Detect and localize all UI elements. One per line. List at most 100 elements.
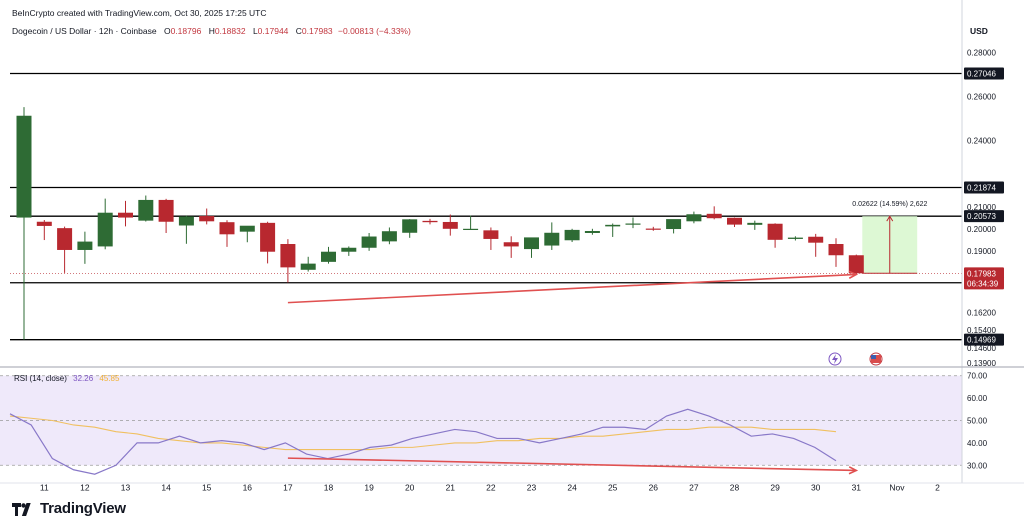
price-tick-label: 0.20000 (967, 225, 996, 234)
candle[interactable] (381, 227, 397, 245)
candle-body (767, 223, 783, 240)
candle[interactable] (666, 219, 682, 234)
low-value: 0.17944 (257, 26, 289, 36)
currency-label[interactable]: USD (970, 26, 988, 36)
us-flag-icon[interactable] (869, 352, 883, 366)
candle[interactable] (645, 226, 661, 231)
candle[interactable] (524, 237, 539, 258)
candle-body (625, 223, 641, 225)
candle-body (483, 230, 499, 239)
candle[interactable] (16, 107, 32, 340)
time-tick-label: 13 (121, 482, 131, 492)
candle-body (442, 221, 458, 229)
candle-body (219, 222, 235, 235)
rsi-pane[interactable] (0, 375, 962, 475)
level-price-label: 0.20573 (967, 212, 996, 221)
open-value: 0.18796 (170, 26, 202, 36)
high-label: H (208, 26, 215, 36)
candle-body (706, 213, 722, 219)
candle[interactable] (808, 233, 824, 257)
rsi-trendline[interactable] (287, 457, 857, 472)
candle[interactable] (463, 215, 479, 231)
candle[interactable] (178, 215, 194, 244)
candle-body (118, 212, 133, 218)
tradingview-logo[interactable]: TradingView (12, 500, 126, 517)
level-price-tag[interactable] (964, 210, 1004, 223)
candle[interactable] (706, 206, 722, 220)
candle-body (158, 199, 174, 222)
price-tick-label: 0.14600 (967, 344, 996, 353)
time-tick-label: 15 (202, 482, 212, 492)
time-tick-label: 30 (811, 482, 821, 492)
level-price-tag[interactable] (964, 181, 1004, 194)
tradingview-logo-text: TradingView (40, 500, 126, 517)
us-flag-icon-canton (871, 355, 876, 359)
price-pane[interactable]: 0.02622 (14.59%) 2,622 (10, 72, 962, 366)
candle[interactable] (828, 238, 844, 267)
candle[interactable] (767, 223, 783, 248)
candle[interactable] (97, 198, 113, 250)
axes: 0.28000 0.26000 0.24000 0.21000 0.20000 0.190… (0, 0, 1024, 492)
candle[interactable] (361, 232, 377, 251)
level-price-tag[interactable] (964, 333, 1004, 346)
candle[interactable] (57, 226, 73, 273)
candle-body (422, 220, 438, 223)
candle[interactable] (727, 217, 742, 228)
event-flash-icon[interactable] (828, 352, 842, 366)
last-price-tag[interactable] (964, 267, 1004, 290)
price-trendline-head (848, 270, 859, 279)
candle[interactable] (503, 236, 519, 258)
candle[interactable] (300, 256, 316, 272)
candle-body (747, 222, 763, 225)
candle-body (808, 236, 824, 243)
candle[interactable] (483, 227, 499, 250)
rsi-ma-line[interactable] (9, 415, 837, 451)
candle[interactable] (321, 246, 336, 264)
candle[interactable] (402, 219, 418, 238)
candle-body (280, 244, 296, 268)
close-label: C (295, 26, 302, 36)
candle[interactable] (77, 231, 93, 264)
candle[interactable] (219, 220, 235, 247)
close-value: 0.17983 (301, 26, 333, 36)
candle[interactable] (625, 217, 641, 229)
time-tick-label: Nov (889, 482, 905, 492)
candle[interactable] (36, 219, 52, 241)
candle[interactable] (605, 223, 621, 237)
rsi-value: 32.26 (73, 374, 94, 383)
candle[interactable] (442, 214, 458, 236)
candle[interactable] (422, 218, 438, 225)
time-tick-label: 20 (405, 482, 415, 492)
candle[interactable] (280, 239, 296, 283)
candle-body (199, 216, 215, 222)
candle-body (16, 115, 32, 218)
price-trendline[interactable] (287, 273, 857, 304)
candle[interactable] (584, 228, 600, 235)
candle-body (57, 228, 73, 250)
time-tick-label: 24 (567, 482, 577, 492)
rsi-tick-label: 60.00 (967, 394, 988, 403)
candle-body (178, 216, 194, 226)
candle[interactable] (341, 246, 357, 256)
candle[interactable] (239, 225, 255, 243)
chart-credit: BeInCrypto created with TradingView.com,… (12, 8, 267, 18)
candle[interactable] (138, 195, 154, 222)
level-price-tag[interactable] (964, 67, 1004, 80)
candle-body (361, 236, 377, 248)
high-value: 0.18832 (214, 26, 246, 36)
candle[interactable] (787, 236, 803, 241)
candle[interactable] (747, 220, 763, 230)
rsi-line[interactable] (9, 408, 837, 475)
candle-body (727, 217, 742, 225)
candle[interactable] (686, 211, 702, 224)
candle[interactable] (158, 198, 174, 233)
time-tick-label: 22 (486, 482, 496, 492)
candle[interactable] (544, 222, 560, 250)
candle[interactable] (118, 200, 133, 227)
candle[interactable] (564, 228, 580, 243)
candle[interactable] (199, 208, 215, 225)
candle[interactable] (260, 221, 276, 264)
candle[interactable] (848, 254, 864, 275)
candle-body (36, 221, 52, 226)
